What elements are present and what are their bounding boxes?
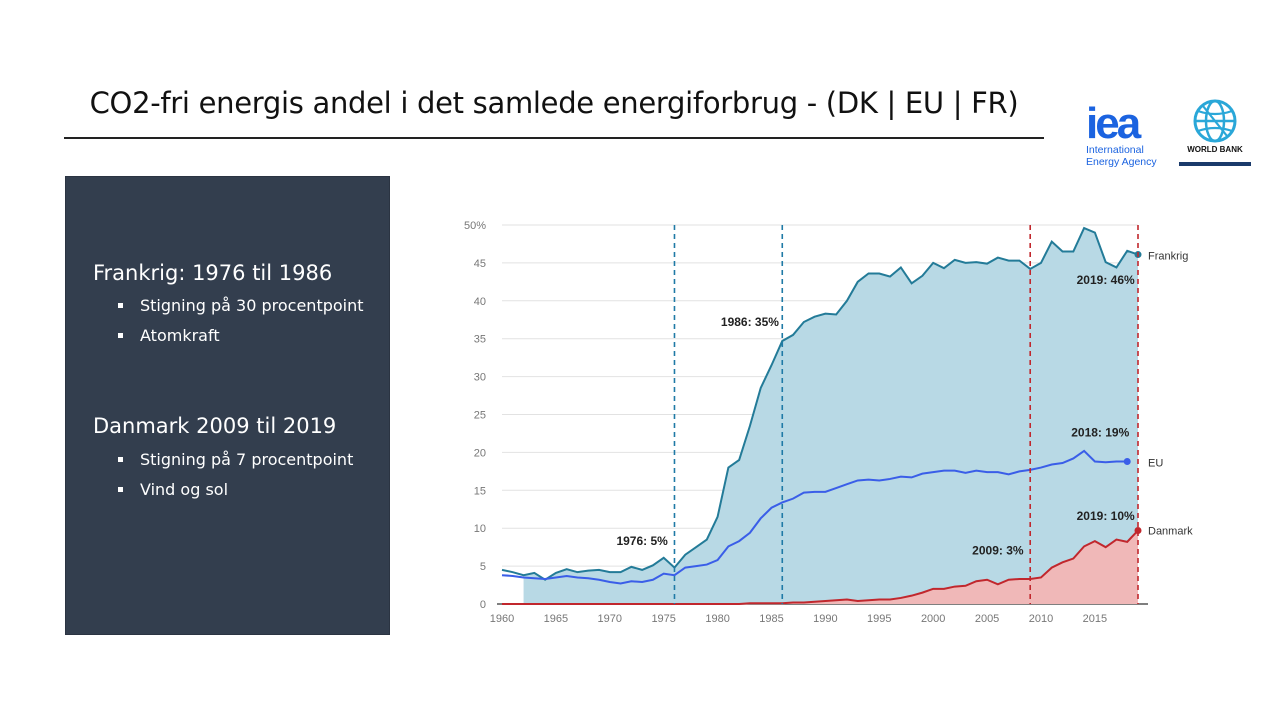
x-tick-label: 1965 (544, 613, 568, 625)
x-tick-label: 2000 (921, 613, 945, 625)
annotation-label: 2009: 3% (972, 544, 1024, 558)
france-point-2: Atomkraft (118, 324, 370, 347)
x-tick-label: 1990 (813, 613, 837, 625)
series-end-label: Danmark (1148, 525, 1193, 537)
denmark-points: Stigning på 7 procentpoint Vind og sol (118, 448, 370, 508)
denmark-point-1: Stigning på 7 procentpoint (118, 448, 370, 471)
denmark-heading: Danmark 2009 til 2019 (93, 414, 337, 438)
globe-icon (1193, 99, 1237, 143)
world-bank-bar (1179, 162, 1251, 166)
iea-logo-mark: iea (1086, 99, 1141, 148)
y-tick-label: 30 (474, 372, 486, 384)
x-tick-label: 1980 (705, 613, 729, 625)
danmark-end-dot (1134, 526, 1142, 534)
danmark-line (502, 529, 1139, 605)
energy-share-chart: 0 5 10 15 20 25 30 35 40 45 50% 1960 1965 1970 1975 198… (464, 220, 1193, 625)
annotation-label: 2018: 19% (1071, 425, 1129, 439)
y-tick-label: 5 (480, 561, 486, 573)
x-tick-label: 1995 (867, 613, 891, 625)
summary-panel: Frankrig: 1976 til 1986 Stigning på 30 p… (65, 176, 390, 635)
france-point-1: Stigning på 30 procentpoint (118, 294, 370, 317)
y-tick-label: 15 (474, 485, 486, 497)
annotation-label: 2019: 10% (1077, 509, 1135, 523)
annotation-label: 1986: 35% (721, 315, 779, 329)
world-bank-logo: WORLD BANK (1179, 98, 1251, 168)
frankrig-line (501, 226, 1139, 581)
y-tick-label: 0 (480, 599, 486, 611)
y-tick-label: 35 (474, 334, 486, 346)
iea-logo: iea International Energy Agency (1086, 99, 1170, 168)
y-tick-label: 25 (474, 410, 486, 422)
eu-line (501, 449, 1128, 585)
world-bank-label: WORLD BANK (1187, 145, 1243, 154)
series-end-label: Frankrig (1148, 251, 1188, 263)
denmark-point-2: Vind og sol (118, 478, 370, 501)
x-tick-label: 2005 (975, 613, 999, 625)
y-tick-label: 20 (474, 447, 486, 459)
series-end-label: EU (1148, 457, 1163, 469)
y-tick-label: 40 (474, 296, 486, 308)
danmark-area (502, 530, 1138, 604)
x-tick-label: 1985 (759, 613, 783, 625)
x-tick-label: 1960 (490, 613, 514, 625)
x-tick-label: 1970 (598, 613, 622, 625)
y-tick-label: 10 (474, 523, 486, 535)
y-tick-label: 45 (474, 258, 486, 270)
annotation-label: 2019: 46% (1077, 273, 1135, 287)
slide-title: CO2-fri energis andel i det samlede ener… (89, 86, 1019, 120)
y-tick-label: 50% (464, 220, 486, 232)
annotation-label: 1976: 5% (616, 534, 668, 548)
frankrig-area (523, 228, 1138, 605)
eu-end-dot (1123, 457, 1131, 465)
x-tick-label: 2010 (1029, 613, 1053, 625)
france-points: Stigning på 30 procentpoint Atomkraft (118, 294, 370, 354)
title-underline (64, 137, 1044, 139)
x-tick-label: 1975 (651, 613, 675, 625)
iea-logo-line1: International (1086, 144, 1144, 156)
x-tick-label: 2015 (1083, 613, 1107, 625)
iea-logo-line2: Energy Agency (1086, 156, 1157, 168)
france-heading: Frankrig: 1976 til 1986 (93, 261, 333, 285)
